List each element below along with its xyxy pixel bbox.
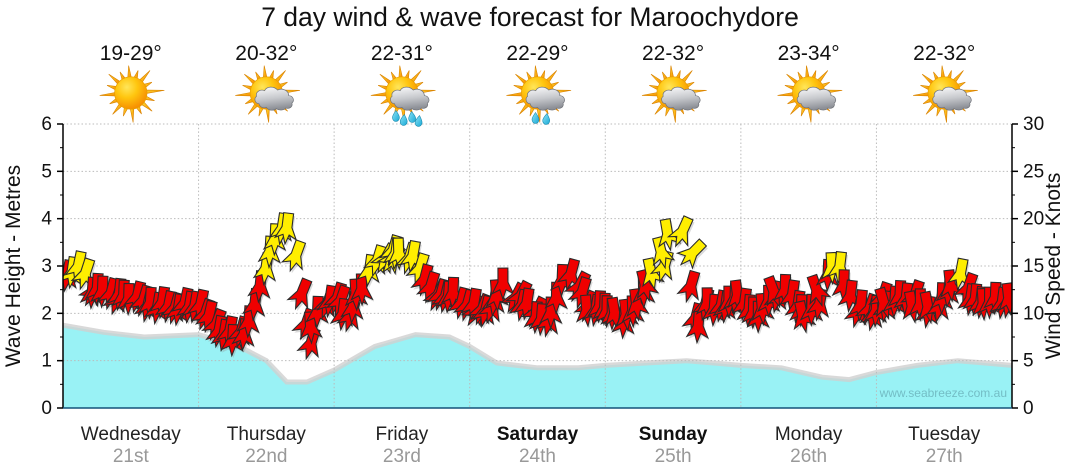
svg-text:0: 0 [41,398,52,419]
svg-text:6: 6 [41,114,52,135]
svg-text:2: 2 [41,303,52,324]
svg-text:25: 25 [1023,161,1044,182]
svg-text:15: 15 [1023,256,1044,277]
svg-text:1: 1 [41,351,52,372]
svg-text:Wind Speed - Knots: Wind Speed - Knots [1042,173,1065,360]
svg-text:0: 0 [1023,398,1034,419]
svg-text:www.seabreeze.com.au: www.seabreeze.com.au [879,386,1007,400]
svg-text:5: 5 [41,161,52,182]
svg-text:Wave Height - Metres: Wave Height - Metres [2,165,25,367]
svg-text:3: 3 [41,256,52,277]
svg-text:5: 5 [1023,351,1034,372]
svg-text:20: 20 [1023,209,1044,230]
svg-text:10: 10 [1023,303,1044,324]
svg-text:4: 4 [41,209,52,230]
svg-text:30: 30 [1023,114,1044,135]
